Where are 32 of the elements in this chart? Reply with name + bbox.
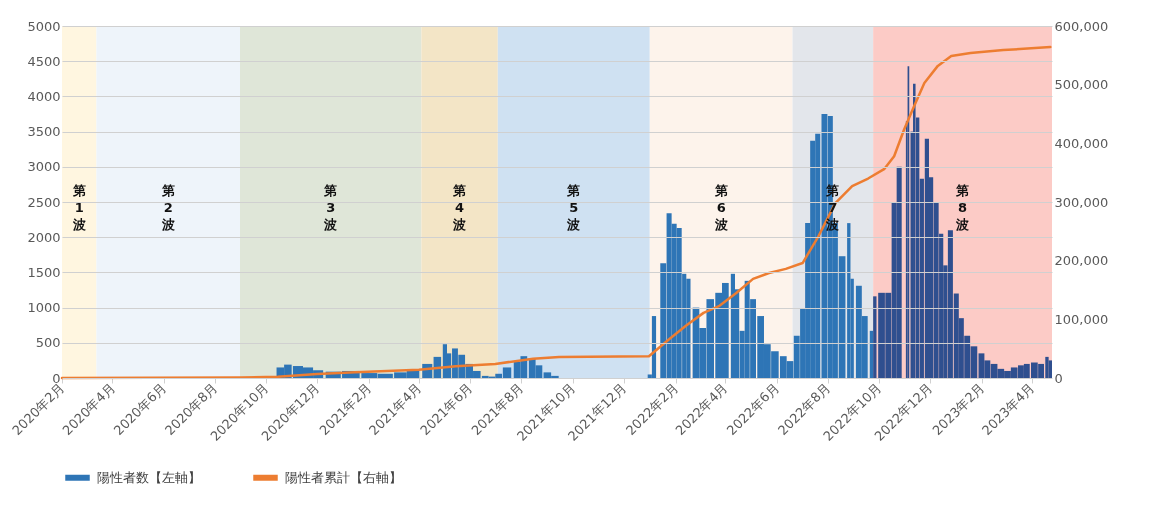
bar (686, 278, 691, 378)
y-tick-label: 5000 (27, 18, 61, 34)
band-label: 第2波 (160, 183, 176, 232)
y-tick-label: 3000 (27, 159, 61, 175)
legend-label: 陽性者累計【右軸】 (285, 469, 402, 485)
y-tick-label: 3500 (27, 124, 61, 140)
y-tick-label: 1500 (27, 264, 61, 280)
bar (730, 273, 736, 378)
y2-tick-label: 100,000 (1054, 311, 1109, 327)
y-tick-label: 1000 (27, 300, 61, 316)
y-tick-label: 2000 (27, 229, 61, 245)
band-label: 第5波 (566, 183, 582, 232)
y2-tick-label: 600,000 (1054, 18, 1109, 34)
y-tick-label: 4500 (27, 53, 61, 69)
bar (676, 228, 682, 378)
y-tick-label: 500 (35, 335, 61, 351)
y2-tick-label: 0 (1054, 370, 1063, 386)
legend-label: 陽性者数【左軸】 (97, 469, 201, 485)
band-label: 第3波 (323, 183, 339, 232)
band-label: 第1波 (71, 183, 87, 232)
y2-tick-label: 500,000 (1054, 77, 1109, 93)
band-label: 第6波 (713, 183, 729, 232)
bar (896, 166, 902, 378)
y2-tick-label: 300,000 (1054, 194, 1109, 210)
bar (924, 138, 929, 378)
band-label: 第8波 (955, 183, 971, 232)
y2-tick-label: 200,000 (1054, 253, 1109, 269)
y2-tick-label: 400,000 (1054, 135, 1109, 151)
line-series (60, 45, 1052, 380)
y-tick-label: 2500 (27, 194, 61, 210)
band-label: 第4波 (452, 183, 468, 232)
y-tick-label: 4000 (27, 88, 61, 104)
